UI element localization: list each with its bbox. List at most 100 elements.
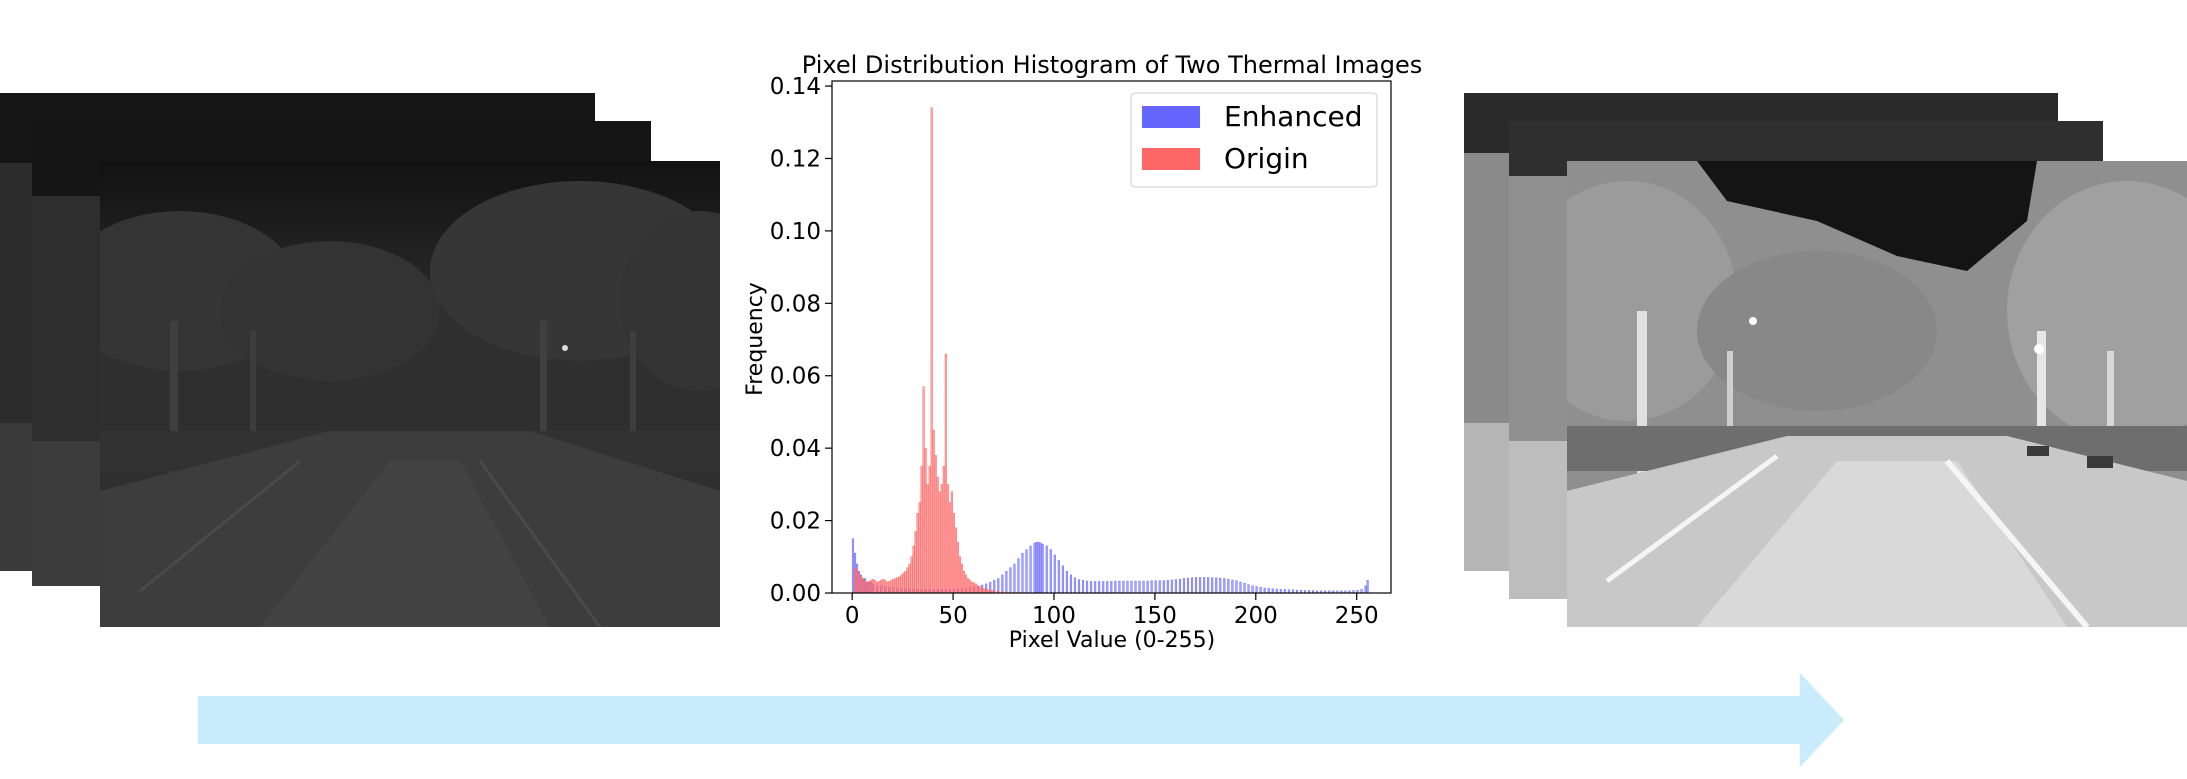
histogram-bar — [922, 386, 925, 594]
histogram-bar — [1142, 580, 1145, 594]
histogram-bar — [936, 476, 939, 594]
histogram-bar — [1126, 580, 1129, 594]
y-tick-label: 0.02 — [770, 509, 821, 535]
histogram-bar — [940, 484, 943, 594]
histogram-bar — [1049, 549, 1052, 594]
histogram-bar — [962, 571, 966, 594]
histogram-bar — [960, 563, 964, 594]
histogram-bar — [1041, 543, 1044, 594]
histogram-bar — [1255, 586, 1258, 594]
histogram-bar — [1013, 563, 1016, 594]
histogram-bar — [1077, 579, 1081, 594]
plot-area: 0 50 100 150 200 250 0.00 0.02 0.04 0.06 0.08 0.10 0… — [770, 74, 1392, 629]
histogram-bar — [857, 572, 861, 594]
histogram-bar — [1061, 565, 1064, 594]
histogram-bar — [1227, 578, 1230, 594]
histogram-bar — [900, 574, 903, 594]
histogram-bar — [1069, 574, 1072, 594]
histogram-bar — [910, 556, 913, 594]
histogram-bar — [1057, 560, 1060, 594]
histogram-bar — [888, 581, 891, 594]
histogram-bar — [1166, 580, 1169, 594]
legend-label: Enhanced — [1224, 100, 1362, 133]
histogram-bar — [908, 563, 911, 594]
histogram-bar — [912, 545, 915, 594]
x-tick-label: 50 — [938, 603, 967, 629]
histogram-bar — [916, 513, 919, 594]
histogram-bar — [894, 578, 897, 594]
histogram-bar — [930, 107, 933, 594]
y-axis-label: Frequency — [743, 282, 768, 396]
y-tick-label: 0.12 — [770, 146, 821, 172]
histogram-bar — [1247, 584, 1250, 594]
histogram-bar — [1102, 581, 1105, 594]
histogram-bar — [973, 582, 976, 594]
histogram-bar — [1263, 587, 1266, 594]
histogram-bar — [1207, 577, 1210, 594]
histogram-bar — [938, 491, 941, 594]
histogram-bar — [964, 574, 968, 594]
legend-swatch — [1142, 106, 1200, 128]
histogram-bar — [944, 353, 947, 594]
series-origin — [853, 107, 1016, 594]
histogram-bar — [874, 580, 877, 594]
histogram-bar — [1158, 580, 1161, 594]
histogram-bar — [1243, 582, 1246, 594]
histogram-bar — [952, 513, 955, 594]
histogram-bar — [882, 578, 885, 594]
histogram-bar — [1211, 577, 1214, 594]
histogram-bar — [983, 588, 986, 594]
histogram-bar — [868, 581, 871, 594]
histogram-bar — [1203, 577, 1206, 594]
histogram-bar — [902, 572, 905, 594]
histogram-bar — [1219, 577, 1222, 594]
histogram-bar — [1251, 585, 1254, 594]
legend-label: Origin — [1224, 142, 1309, 175]
histogram-bar — [1235, 580, 1238, 594]
histogram-bar — [1366, 580, 1369, 594]
histogram-bar — [1035, 542, 1038, 594]
histogram-bar — [1364, 585, 1367, 594]
histogram-bar — [1194, 577, 1198, 594]
histogram-bar — [970, 581, 974, 594]
histogram-bar — [1174, 579, 1177, 594]
histogram-bar — [1021, 552, 1024, 594]
histogram-bar — [1106, 581, 1109, 594]
histogram-bar — [880, 580, 883, 594]
y-tick-label: 0.08 — [770, 291, 821, 317]
histogram-bar — [948, 502, 951, 594]
histogram-bar — [1154, 580, 1157, 594]
histogram-bar — [1130, 580, 1133, 594]
x-tick-label: 250 — [1335, 603, 1379, 629]
histogram-bar — [1150, 580, 1153, 594]
histogram-bar — [1122, 580, 1125, 594]
histogram-bar — [1182, 578, 1186, 594]
histogram-bar — [864, 580, 867, 594]
histogram-bar — [1098, 581, 1101, 594]
chart-title: Pixel Distribution Histogram of Two Ther… — [802, 51, 1422, 79]
histogram-bar — [1239, 581, 1242, 594]
histogram-bar — [1114, 580, 1117, 594]
x-tick-label: 200 — [1234, 603, 1278, 629]
histogram-bar — [942, 466, 945, 594]
histogram-bar — [926, 484, 929, 594]
histogram-bar — [1005, 571, 1008, 594]
histogram-bar — [1138, 580, 1141, 594]
histogram-bar — [1033, 542, 1036, 594]
x-tick-label: 100 — [1032, 603, 1076, 629]
y-tick-label: 0.14 — [770, 74, 821, 100]
histogram-bar — [979, 586, 982, 594]
histogram-bar — [914, 531, 917, 594]
histogram-bar — [1037, 542, 1040, 594]
histogram-bar — [924, 447, 927, 594]
legend-swatch — [1142, 148, 1200, 170]
y-tick-label: 0.10 — [770, 219, 821, 245]
histogram-bar — [1017, 558, 1020, 594]
histogram-bar — [896, 577, 899, 594]
histogram-bar — [1146, 580, 1149, 594]
histogram-bar — [1118, 580, 1121, 594]
histogram-bar — [862, 578, 865, 594]
histogram-bar — [1186, 577, 1190, 594]
histogram-bar — [1134, 580, 1137, 594]
